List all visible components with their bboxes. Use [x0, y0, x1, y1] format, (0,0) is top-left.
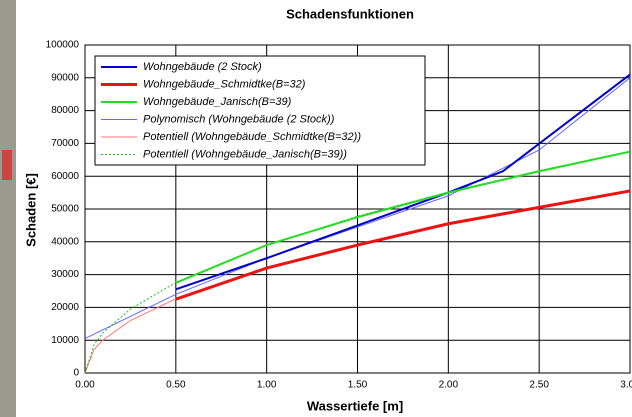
legend-box — [94, 55, 426, 166]
x-tick-label: 1.00 — [257, 380, 277, 391]
map-strip — [0, 0, 16, 417]
map-strip — [2, 150, 12, 180]
line — [84, 151, 631, 374]
y-tick-label: 20000 — [51, 302, 79, 313]
line — [84, 77, 631, 340]
x-tick-label: 0.00 — [75, 380, 95, 391]
legend-label: Polynomisch (Wohngebäude (2 Stock)) — [143, 113, 335, 125]
line — [175, 150, 631, 284]
y-tick-label: 30000 — [51, 269, 79, 280]
line — [175, 73, 631, 291]
y-tick-label: 100000 — [46, 40, 80, 51]
line — [175, 189, 631, 301]
x-tick-label: 2.00 — [439, 380, 459, 391]
legend-label: Potentiell (Wohngebäude_Janisch(B=39)) — [143, 148, 347, 160]
y-tick-label: 50000 — [51, 204, 79, 215]
y-tick-label: 10000 — [51, 335, 79, 346]
x-tick-label: 0.50 — [166, 380, 186, 391]
y-tick-label: 40000 — [51, 236, 79, 247]
x-tick-label: 2.50 — [529, 380, 549, 391]
y-tick-label: 90000 — [51, 72, 79, 83]
legend-label: Wohngebäude (2 Stock) — [143, 61, 262, 73]
y-tick-label: 80000 — [51, 105, 79, 116]
chart-title: Schadensfunktionen — [286, 6, 414, 21]
x-tick-label: 3.00 — [620, 380, 632, 391]
y-axis-label: Schaden [€] — [23, 173, 38, 247]
x-tick-label: 1.50 — [348, 380, 368, 391]
legend-label: Wohngebäude_Janisch(B=39) — [143, 96, 292, 108]
legend-label: Potentiell (Wohngebäude_Schmidtke(B=32)) — [143, 131, 361, 143]
legend-label: Wohngebäude_Schmidtke(B=32) — [143, 78, 306, 90]
y-tick-label: 0 — [73, 368, 79, 379]
x-axis-label: Wassertiefe [m] — [307, 398, 403, 413]
y-tick-label: 60000 — [51, 171, 79, 182]
y-tick-label: 70000 — [51, 138, 79, 149]
